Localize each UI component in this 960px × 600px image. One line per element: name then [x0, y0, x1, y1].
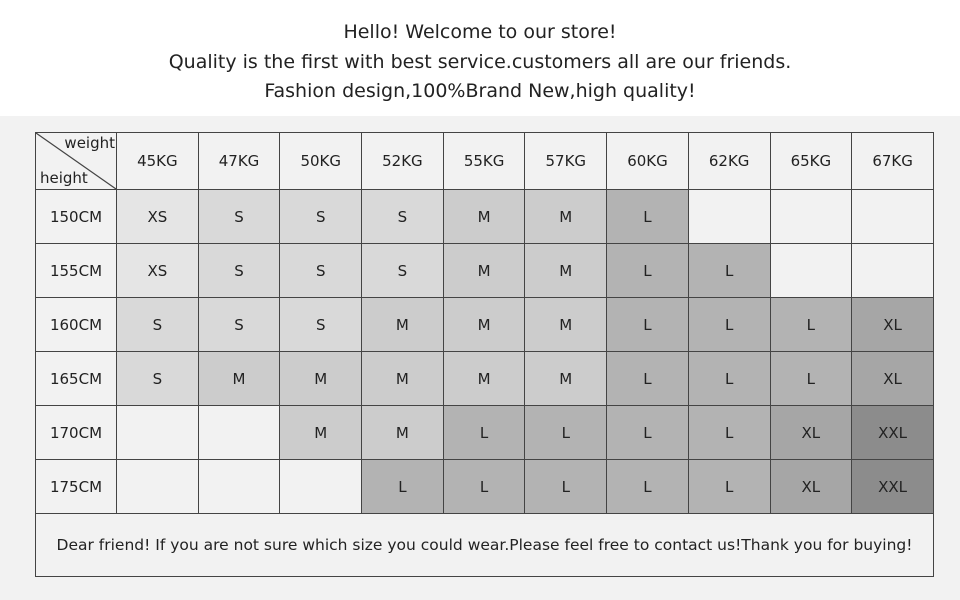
weight-header: 55KG — [442, 132, 526, 190]
size-cell: M — [442, 243, 526, 298]
size-cell: S — [279, 297, 363, 352]
size-cell: M — [524, 189, 608, 244]
size-cell: M — [361, 405, 444, 460]
size-cell: S — [279, 243, 363, 298]
size-cell: XL — [769, 405, 853, 460]
table-row: 170CM M M L L L L XL XXL — [35, 405, 934, 460]
table-row: 155CM XS S S S M M L L — [35, 243, 934, 298]
footer-note: Dear friend! If you are not sure which s… — [35, 513, 934, 577]
size-cell: S — [361, 243, 444, 298]
fashion-line: Fashion design,100%Brand New,high qualit… — [264, 80, 696, 102]
weight-header: 52KG — [361, 132, 444, 190]
size-cell: M — [197, 351, 281, 406]
weight-header-row: weight height 45KG 47KG 50KG 52KG 55KG 57KG 60… — [35, 132, 934, 190]
size-cell — [279, 459, 363, 514]
store-header: Hello! Welcome to our store! Quality is … — [0, 0, 960, 116]
table-row: 160CM S S S M M M L L L XL — [35, 297, 934, 352]
size-cell: L — [361, 459, 444, 514]
size-chart-table: weight height 45KG 47KG 50KG 52KG 55KG 57KG 60… — [35, 132, 934, 577]
size-cell: L — [769, 351, 853, 406]
size-cell: L — [606, 351, 689, 406]
size-cell: M — [279, 405, 363, 460]
size-cell: S — [197, 189, 281, 244]
size-cell: S — [361, 189, 444, 244]
size-cell: XS — [116, 189, 199, 244]
weight-header: 47KG — [197, 132, 281, 190]
size-cell: S — [197, 243, 281, 298]
weight-header: 67KG — [851, 132, 934, 190]
size-chart-panel: weight height 45KG 47KG 50KG 52KG 55KG 57KG 60… — [0, 116, 960, 600]
size-cell: L — [606, 243, 689, 298]
size-cell — [769, 189, 853, 244]
size-cell: L — [442, 405, 526, 460]
height-header: 160CM — [35, 297, 117, 352]
size-cell — [851, 243, 934, 298]
size-cell: XL — [851, 297, 934, 352]
table-row: 175CM L L L L L XL XXL — [35, 459, 934, 514]
size-cell: L — [687, 243, 771, 298]
size-cell: M — [442, 297, 526, 352]
welcome-line: Hello! Welcome to our store! — [343, 21, 617, 43]
size-cell: S — [197, 297, 281, 352]
size-cell — [687, 189, 771, 244]
height-label: height — [40, 169, 88, 187]
size-cell: S — [279, 189, 363, 244]
height-header: 175CM — [35, 459, 117, 514]
height-header: 170CM — [35, 405, 117, 460]
size-cell: L — [769, 297, 853, 352]
height-header: 155CM — [35, 243, 117, 298]
size-cell: XS — [116, 243, 199, 298]
size-cell: XL — [851, 351, 934, 406]
height-header: 150CM — [35, 189, 117, 244]
size-cell: M — [361, 297, 444, 352]
size-cell: M — [442, 189, 526, 244]
size-cell: M — [361, 351, 444, 406]
size-cell: L — [687, 351, 771, 406]
size-cell — [769, 243, 853, 298]
size-cell: M — [279, 351, 363, 406]
size-cell: L — [606, 459, 689, 514]
size-cell: L — [687, 405, 771, 460]
size-cell: L — [687, 459, 771, 514]
weight-header: 57KG — [524, 132, 608, 190]
size-cell: M — [524, 351, 608, 406]
weight-header: 60KG — [606, 132, 689, 190]
height-header: 165CM — [35, 351, 117, 406]
size-cell: S — [116, 351, 199, 406]
size-cell: M — [442, 351, 526, 406]
size-cell: XXL — [851, 459, 934, 514]
size-cell: M — [524, 243, 608, 298]
weight-header: 45KG — [116, 132, 199, 190]
quality-line: Quality is the first with best service.c… — [168, 50, 792, 73]
size-cell: XL — [769, 459, 853, 514]
size-cell: L — [606, 405, 689, 460]
size-cell — [197, 405, 281, 460]
size-cell: M — [524, 297, 608, 352]
size-cell — [197, 459, 281, 514]
size-cell: L — [606, 189, 689, 244]
size-cell: L — [524, 405, 608, 460]
size-cell: S — [116, 297, 199, 352]
diagonal-divider — [36, 133, 116, 189]
weight-header: 62KG — [687, 132, 771, 190]
corner-cell: weight height — [35, 132, 117, 190]
size-cell — [116, 459, 199, 514]
table-row: 150CM XS S S S M M L — [35, 189, 934, 244]
size-cell: L — [606, 297, 689, 352]
weight-header: 50KG — [279, 132, 363, 190]
weight-label: weight — [64, 134, 115, 152]
weight-header: 65KG — [769, 132, 853, 190]
size-cell — [851, 189, 934, 244]
size-cell — [116, 405, 199, 460]
size-cell: L — [524, 459, 608, 514]
table-row: 165CM S M M M M M L L L XL — [35, 351, 934, 406]
size-cell: XXL — [851, 405, 934, 460]
size-cell: L — [442, 459, 526, 514]
size-cell: L — [687, 297, 771, 352]
